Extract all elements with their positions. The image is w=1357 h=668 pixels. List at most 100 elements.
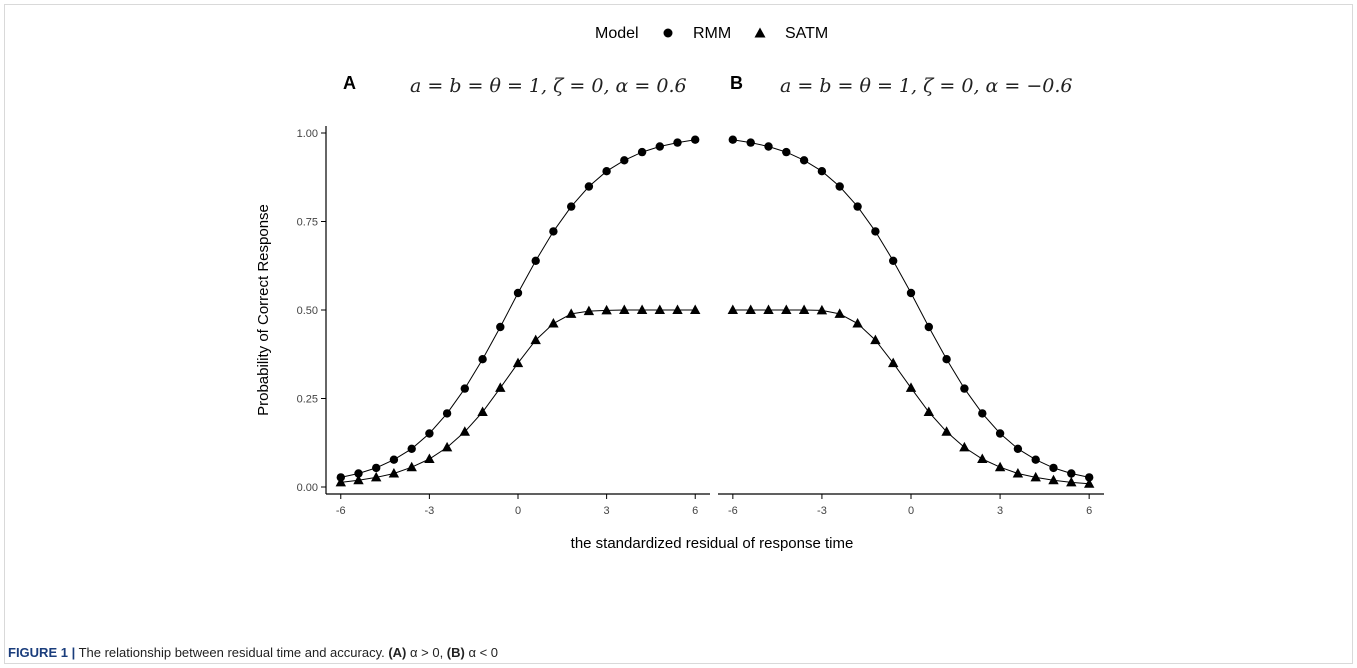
panel-a-satm-point bbox=[584, 306, 594, 316]
panel-a-satm-point bbox=[655, 305, 665, 315]
legend-title: Model bbox=[595, 25, 639, 42]
panel-a-rmm-point bbox=[496, 323, 504, 331]
panel-a-satm-point bbox=[407, 462, 417, 472]
caption-part-a: (A) bbox=[388, 645, 406, 660]
panel-a-satm-point bbox=[601, 305, 611, 315]
panel-a-y-tick-label: 0.50 bbox=[297, 305, 318, 317]
panel-b-rmm-point bbox=[1049, 464, 1057, 472]
panel-a-rmm-point bbox=[443, 409, 451, 417]
figure-caption: FIGURE 1 | The relationship between resi… bbox=[8, 645, 498, 660]
panel-a-x-tick-label: -6 bbox=[336, 505, 346, 517]
panel-b-rmm-point bbox=[747, 138, 755, 146]
panel-a-x-tick-label: 0 bbox=[515, 505, 521, 517]
panel-b-satm-point bbox=[817, 305, 827, 315]
panel-b-rmm-point bbox=[782, 148, 790, 156]
panel-a-y-tick-label: 0.75 bbox=[297, 217, 318, 229]
panel-a-rmm-point bbox=[478, 355, 486, 363]
panel-a-y-tick-label: 0.00 bbox=[297, 482, 318, 494]
figure-chart: Model RMM SATM A a = b = θ = 1, ζ = 0, α = 0… bbox=[0, 0, 1357, 640]
panel-b-rmm-point bbox=[853, 202, 861, 210]
panel-b-satm-point bbox=[781, 305, 791, 315]
panel-a-rmm-point bbox=[514, 289, 522, 297]
panel-a-satm-point bbox=[389, 468, 399, 478]
panel-b-satm-point bbox=[799, 305, 809, 315]
legend-label-satm: SATM bbox=[785, 25, 828, 42]
panel-b-satm-point bbox=[959, 442, 969, 452]
panel-a-rmm-point bbox=[673, 138, 681, 146]
panel-b-satm-point bbox=[1013, 468, 1023, 478]
panel-b-rmm-point bbox=[1014, 445, 1022, 453]
panel-a-x-tick-label: 3 bbox=[604, 505, 610, 517]
panel-b-x-tick-label: -3 bbox=[817, 505, 827, 517]
panel-b-rmm-point bbox=[1032, 456, 1040, 464]
panel-a-satm-point bbox=[672, 305, 682, 315]
panel-b-x-tick-label: 0 bbox=[908, 505, 914, 517]
panel-a-rmm-point bbox=[602, 167, 610, 175]
panel-b-x-tick-label: 3 bbox=[997, 505, 1003, 517]
panel-b-satm-point bbox=[763, 305, 773, 315]
panel-b-satm-point bbox=[924, 407, 934, 417]
legend-marker-rmm bbox=[664, 29, 673, 38]
panel-a-x-tick-label: -3 bbox=[424, 505, 434, 517]
x-axis-title: the standardized residual of response ti… bbox=[571, 535, 854, 552]
panel-a-rmm-point bbox=[656, 142, 664, 150]
caption-lead: FIGURE 1 | bbox=[8, 645, 75, 660]
panel-a-satm-point bbox=[690, 305, 700, 315]
panel-a-y-tick-label: 0.25 bbox=[297, 394, 318, 406]
panel-a-x-tick-label: 6 bbox=[692, 505, 698, 517]
panel-b-rmm-point bbox=[889, 257, 897, 265]
panel-a-rmm-point bbox=[532, 257, 540, 265]
panel-a-label: A bbox=[343, 73, 356, 93]
panel-a-rmm-point bbox=[638, 148, 646, 156]
panel-b-rmm-point bbox=[800, 156, 808, 164]
panel-b-rmm-point bbox=[729, 136, 737, 144]
panel-a-satm-point bbox=[495, 382, 505, 392]
panel-a-satm-point bbox=[548, 318, 558, 328]
legend-label-rmm: RMM bbox=[693, 25, 731, 42]
panel-a-y-tick-label: 1.00 bbox=[297, 128, 318, 140]
panel-b-rmm-point bbox=[996, 429, 1004, 437]
panel-b-rmm-point bbox=[1067, 469, 1075, 477]
panel-b-rmm-point bbox=[942, 355, 950, 363]
panel-a-rmm-point bbox=[549, 227, 557, 235]
panel-a-rmm-point bbox=[585, 182, 593, 190]
panel-a-rmm-point bbox=[408, 445, 416, 453]
panel-b-rmm-point bbox=[836, 182, 844, 190]
panel-a-satm-point bbox=[637, 305, 647, 315]
caption-part-b: (B) bbox=[447, 645, 465, 660]
panel-a-rmm-point bbox=[425, 429, 433, 437]
panel-b-rmm-point bbox=[818, 167, 826, 175]
panel-a-satm-point bbox=[619, 305, 629, 315]
caption-cond-b: α < 0 bbox=[465, 645, 498, 660]
panel-b-rmm-point bbox=[925, 323, 933, 331]
panel-b-rmm-point bbox=[907, 289, 915, 297]
panel-b-satm-point bbox=[728, 305, 738, 315]
legend-marker-satm bbox=[755, 28, 766, 38]
y-axis-title: Probability of Correct Response bbox=[255, 204, 272, 416]
panel-b-rmm-point bbox=[978, 409, 986, 417]
panel-a-rmm-point bbox=[620, 156, 628, 164]
panel-b-x-tick-label: -6 bbox=[728, 505, 738, 517]
panel-b-rmm-point bbox=[960, 384, 968, 392]
caption-cond-a: α > 0, bbox=[406, 645, 446, 660]
panel-b-x-tick-label: 6 bbox=[1086, 505, 1092, 517]
caption-text: The relationship between residual time a… bbox=[75, 645, 388, 660]
panel-a-subtitle: a = b = θ = 1, ζ = 0, α = 0.6 bbox=[410, 75, 687, 97]
panel-b-satm-point bbox=[995, 462, 1005, 472]
panel-a-rmm-point bbox=[567, 202, 575, 210]
panel-a-rmm-point bbox=[372, 464, 380, 472]
panel-b-label: B bbox=[730, 73, 743, 93]
panel-a-satm-point bbox=[442, 442, 452, 452]
panel-b-satm-point bbox=[906, 382, 916, 392]
panel-b-rmm-point bbox=[871, 227, 879, 235]
panel-b-satm-point bbox=[977, 454, 987, 464]
panel-a-satm-point bbox=[477, 407, 487, 417]
panel-a-rmm-point bbox=[390, 456, 398, 464]
panel-b-satm-point bbox=[746, 305, 756, 315]
panel-b-satm-point bbox=[852, 318, 862, 328]
panel-b-subtitle: a = b = θ = 1, ζ = 0, α = −0.6 bbox=[780, 75, 1073, 97]
panel-a-rmm-point bbox=[461, 384, 469, 392]
panel-b-rmm-point bbox=[764, 142, 772, 150]
panel-a-rmm-point bbox=[691, 136, 699, 144]
panel-a-satm-point bbox=[424, 454, 434, 464]
